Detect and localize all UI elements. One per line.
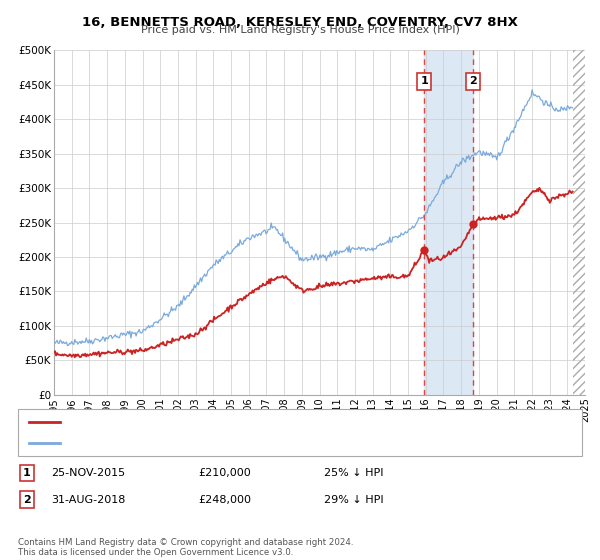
- Text: 16, BENNETTS ROAD, KERESLEY END, COVENTRY, CV7 8HX: 16, BENNETTS ROAD, KERESLEY END, COVENTR…: [82, 16, 518, 29]
- Text: 25-NOV-2015: 25-NOV-2015: [51, 468, 125, 478]
- Text: £248,000: £248,000: [198, 494, 251, 505]
- Text: 2: 2: [469, 76, 477, 86]
- Text: Contains HM Land Registry data © Crown copyright and database right 2024.
This d: Contains HM Land Registry data © Crown c…: [18, 538, 353, 557]
- Bar: [424, 50, 473, 395]
- Text: 31-AUG-2018: 31-AUG-2018: [51, 494, 125, 505]
- Text: Price paid vs. HM Land Registry's House Price Index (HPI): Price paid vs. HM Land Registry's House …: [140, 25, 460, 35]
- Bar: [572, 50, 585, 395]
- Bar: [572, 50, 585, 395]
- Text: 25% ↓ HPI: 25% ↓ HPI: [324, 468, 383, 478]
- Text: £210,000: £210,000: [198, 468, 251, 478]
- Text: 16, BENNETTS ROAD, KERESLEY END, COVENTRY, CV7 8HX (detached house): 16, BENNETTS ROAD, KERESLEY END, COVENTR…: [69, 417, 471, 427]
- FancyBboxPatch shape: [18, 409, 582, 456]
- Text: 1: 1: [23, 468, 31, 478]
- Text: HPI: Average price, detached house, Coventry: HPI: Average price, detached house, Cove…: [69, 438, 309, 448]
- Text: 29% ↓ HPI: 29% ↓ HPI: [324, 494, 383, 505]
- Text: 1: 1: [421, 76, 428, 86]
- Text: 2: 2: [23, 494, 31, 505]
